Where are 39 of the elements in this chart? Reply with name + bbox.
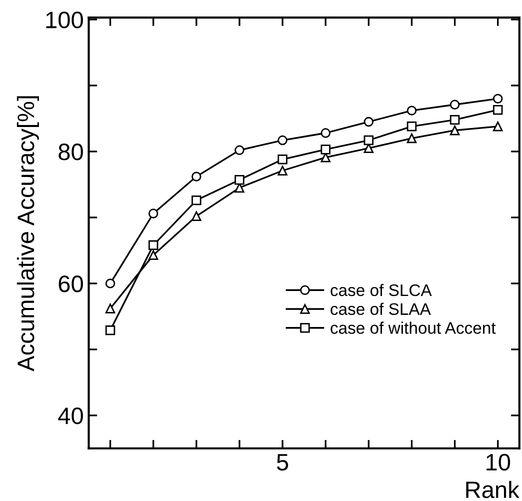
point — [192, 211, 202, 221]
point — [148, 208, 158, 218]
point — [105, 325, 116, 336]
point — [320, 152, 330, 162]
y-tick-label: 60 — [58, 276, 83, 292]
point — [492, 94, 503, 104]
point — [192, 172, 202, 182]
x-axis-title: Rank — [466, 480, 520, 498]
point — [492, 122, 503, 132]
y-tick-label: 40 — [58, 407, 83, 424]
point — [450, 126, 460, 136]
point — [406, 106, 417, 116]
point — [234, 145, 244, 156]
point — [450, 100, 460, 110]
y-tick-label: 100 — [46, 12, 83, 28]
legend-label: case of without Accent — [330, 322, 496, 334]
point — [234, 174, 244, 185]
point — [192, 195, 202, 206]
point — [406, 133, 417, 144]
legend-label: case of SLAA — [330, 302, 431, 315]
point — [320, 128, 330, 138]
point — [148, 240, 158, 250]
x-tick-label: 10 — [486, 454, 510, 471]
point — [148, 250, 158, 260]
y-axis-title: Accumulative Accuracy[%] — [16, 96, 39, 372]
point — [278, 135, 288, 146]
point — [364, 135, 374, 146]
legend-label: case of SLCA — [330, 284, 432, 296]
x-tick-label: 5 — [276, 454, 288, 471]
point — [278, 166, 288, 176]
point — [450, 114, 460, 125]
point — [364, 116, 374, 127]
point — [320, 144, 330, 154]
point — [492, 105, 503, 115]
point — [105, 304, 116, 314]
point — [105, 278, 116, 288]
y-tick-label: 80 — [58, 144, 83, 160]
point — [406, 122, 417, 132]
point — [278, 154, 288, 164]
